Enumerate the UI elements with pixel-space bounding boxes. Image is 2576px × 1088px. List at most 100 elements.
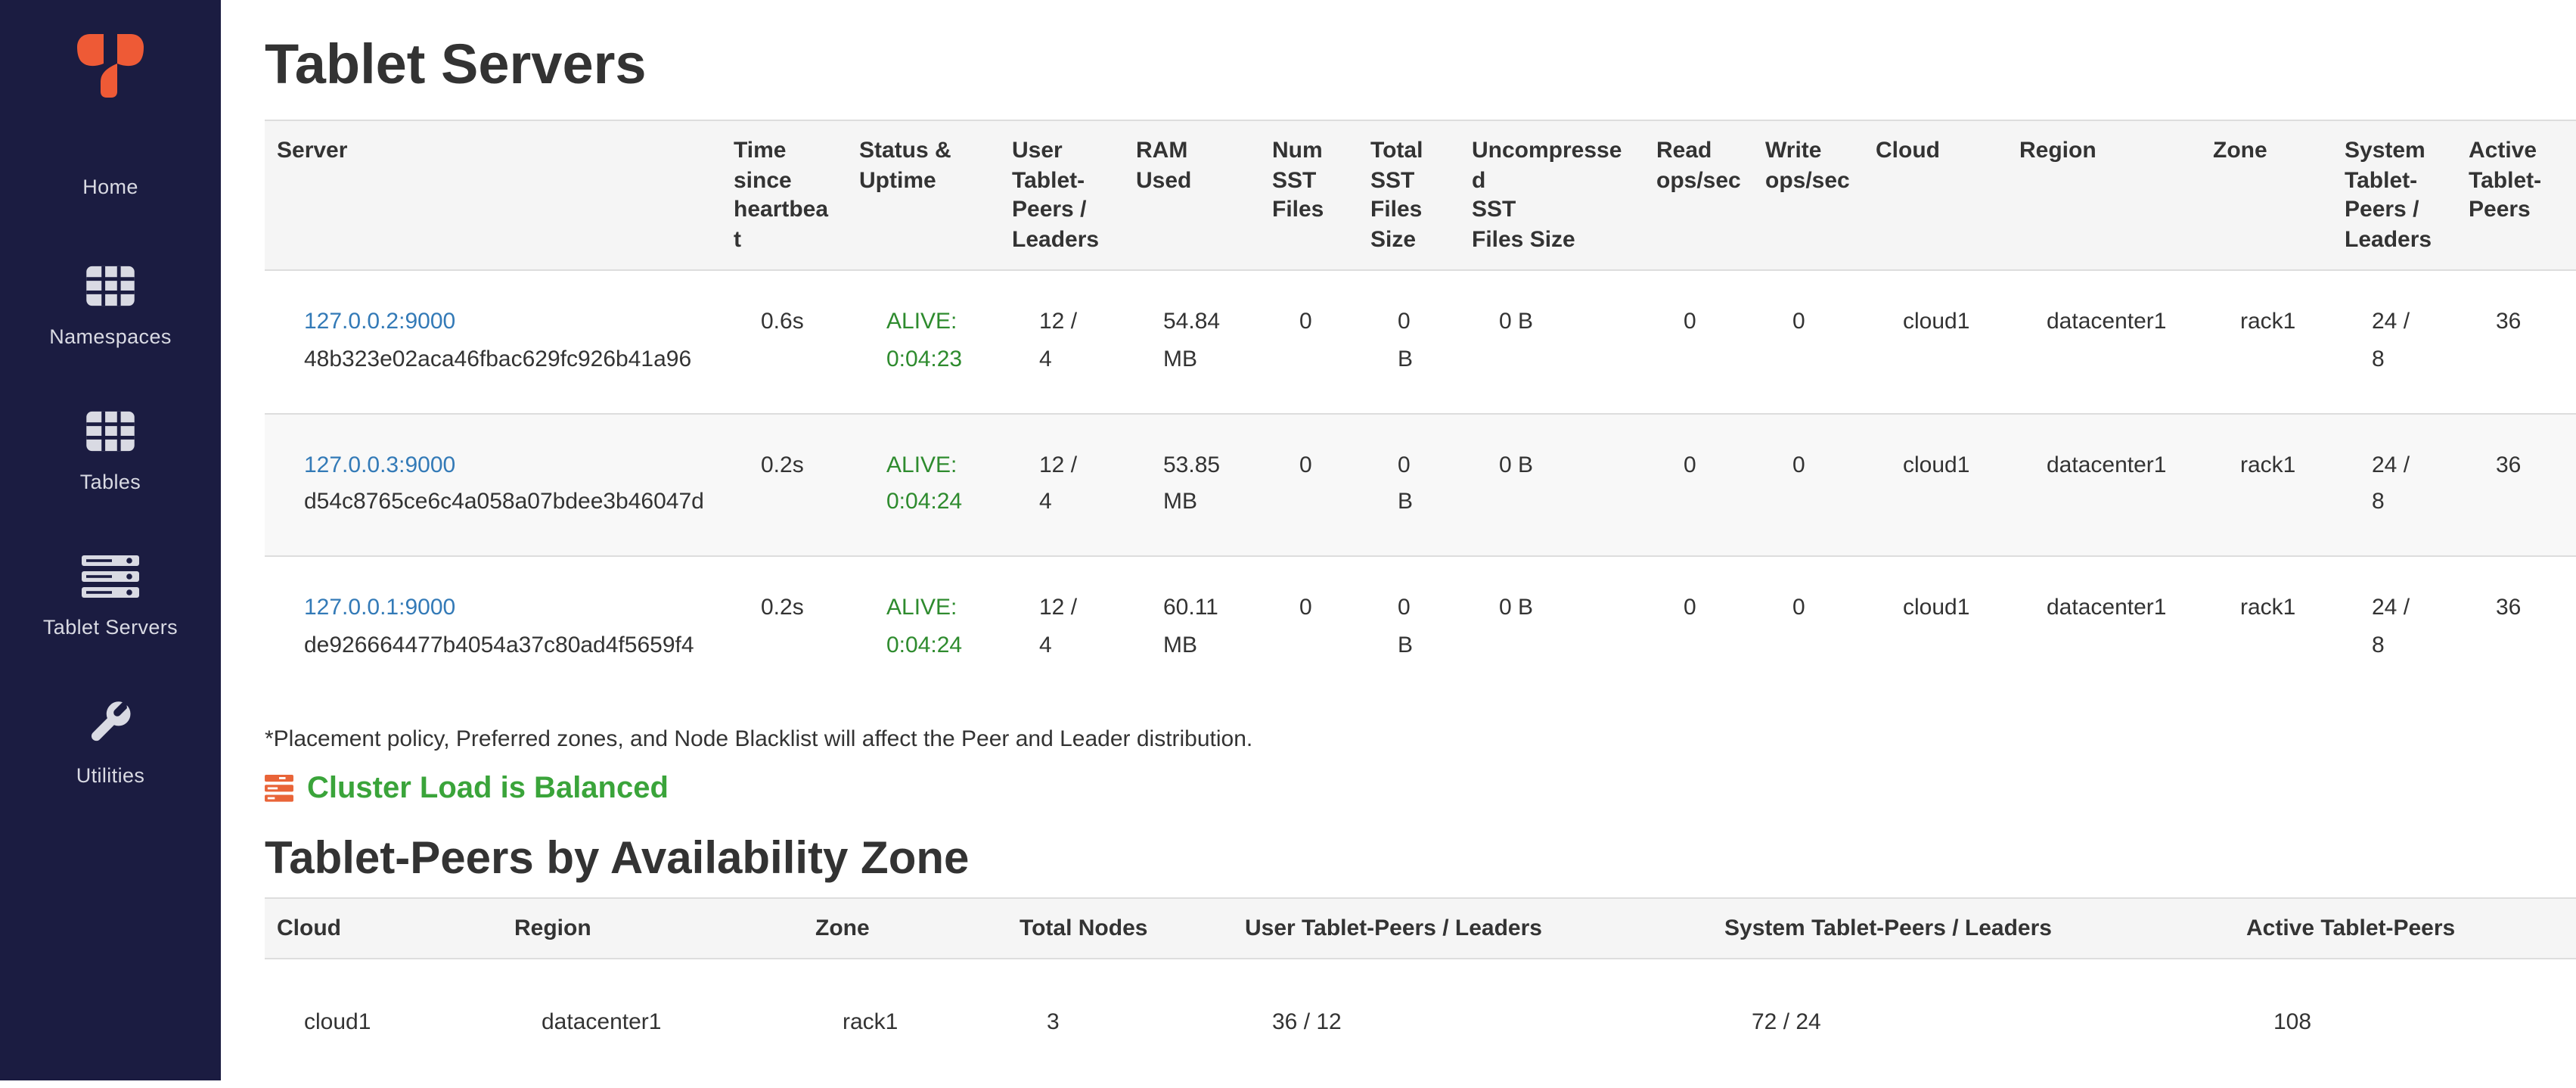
column-header-cloud: Cloud [265, 897, 502, 959]
sidebar-item-label: Home [82, 176, 138, 198]
num-sst-cell: 0 [1299, 309, 1312, 334]
write-ops-cell: 0 [1753, 555, 1864, 698]
user-peers-cell: 12 / 4 [1000, 412, 1124, 556]
sidebar-item-utilities[interactable]: Utilities [0, 701, 221, 787]
read-ops-cell: 0 [1684, 309, 1696, 334]
region-cell: datacenter1 [2007, 412, 2201, 556]
page-title: Tablet Servers [265, 33, 647, 95]
column-header-system-peers: System Tablet- Peers / Leaders [2332, 120, 2457, 271]
table-row: 127.0.0.3:9000 d54c8765ce6c4a058a07bdee3b… [265, 412, 2576, 556]
system-peers-cell: 24 / 8 [2332, 412, 2457, 556]
uncompressed-sst-cell: 0 B [1460, 412, 1644, 556]
sidebar-item-tablet-servers[interactable]: Tablet Servers [0, 555, 221, 639]
status-cell: ALIVE: 0:04:23 [886, 309, 963, 372]
column-header-region: Region [502, 897, 803, 959]
tablet-servers-table: Server Time since heartbeat Status & Upt… [265, 120, 2576, 698]
uncompressed-sst-cell: 0 B [1499, 309, 1534, 334]
num-sst-cell: 0 [1260, 412, 1358, 556]
ram-cell: 60.11 MB [1124, 555, 1260, 698]
ram-cell: 53.85 MB [1124, 412, 1260, 556]
server-cell: 127.0.0.1:9000 de926664477b4054a37c80ad4f… [265, 555, 722, 698]
system-peers-cell: 24 / 8 [2372, 309, 2410, 372]
sidebar-item-home[interactable]: Home [0, 176, 221, 198]
table-row: 127.0.0.1:9000 de926664477b4054a37c80ad4f… [265, 555, 2576, 698]
column-header-status: Status & Uptime [847, 120, 1000, 271]
sidebar-item-label: Namespaces [49, 325, 172, 348]
server-stack-icon [82, 555, 139, 605]
column-header-system-tablet-peers: System Tablet-Peers / Leaders [1712, 897, 2234, 959]
yugabyte-logo[interactable] [75, 33, 146, 106]
status-cell: ALIVE: 0:04:24 [847, 555, 1000, 698]
num-sst-cell: 0 [1260, 555, 1358, 698]
server-cell: 127.0.0.3:9000 d54c8765ce6c4a058a07bdee3b… [265, 412, 722, 556]
zone-cell: rack1 [2201, 412, 2332, 556]
heartbeat-cell: 0.2s [722, 555, 847, 698]
table-grid-icon [85, 410, 136, 460]
read-ops-cell: 0 [1644, 412, 1753, 556]
server-host-link[interactable]: 127.0.0.2:9000 [304, 309, 456, 334]
status-cell: ALIVE: 0:04:24 [847, 412, 1000, 556]
cloud-cell: cloud1 [1903, 309, 1970, 334]
server-uuid: de926664477b4054a37c80ad4f5659f4 [304, 632, 694, 658]
column-header-zone: Zone [2201, 120, 2332, 271]
user-peers-cell: 36 / 12 [1272, 1009, 1342, 1035]
table-row: cloud1 datacenter1 rack1 3 36 / 12 72 / … [265, 959, 2576, 1088]
active-peers-cell: 36 [2496, 309, 2522, 334]
column-header-user-peers: User Tablet- Peers / Leaders [1000, 120, 1124, 271]
column-header-server: Server [265, 120, 722, 271]
sidebar: Home Namespaces [0, 0, 221, 1080]
system-peers-cell: 24 / 8 [2332, 555, 2457, 698]
total-sst-cell: 0 B [1358, 412, 1460, 556]
sidebar-item-tables[interactable]: Tables [0, 410, 221, 493]
column-header-write-ops: Write ops/sec [1753, 120, 1864, 271]
column-header-uncompressed-sst: Uncompressed SST Files Size [1460, 120, 1644, 271]
column-header-region: Region [2007, 120, 2201, 271]
write-ops-cell: 0 [1753, 412, 1864, 556]
wrench-icon [88, 701, 133, 754]
servers-table-header-row: Server Time since heartbeat Status & Upt… [265, 120, 2576, 271]
section-title-tablet-peers-by-az: Tablet-Peers by Availability Zone [265, 833, 970, 883]
total-nodes-cell: 3 [1047, 1009, 1060, 1035]
column-header-zone: Zone [803, 897, 1007, 959]
region-cell: datacenter1 [2047, 309, 2167, 334]
balance-server-stack-icon [265, 775, 293, 802]
sidebar-item-label: Tablet Servers [42, 616, 178, 639]
server-uuid: 48b323e02aca46fbac629fc926b41a96 [304, 346, 692, 372]
active-peers-cell: 36 [2457, 555, 2576, 698]
total-sst-cell: 0 B [1358, 555, 1460, 698]
user-peers-cell: 12 / 4 [1000, 555, 1124, 698]
cloud-cell: cloud1 [1864, 412, 2007, 556]
region-cell: datacenter1 [2007, 555, 2201, 698]
server-host-link[interactable]: 127.0.0.1:9000 [304, 595, 456, 620]
column-header-heartbeat: Time since heartbeat [722, 120, 847, 271]
system-peers-cell: 72 / 24 [1752, 1009, 1821, 1035]
zone-cell: rack1 [2201, 555, 2332, 698]
column-header-cloud: Cloud [1864, 120, 2007, 271]
sidebar-item-namespaces[interactable]: Namespaces [0, 265, 221, 348]
cluster-load-status-text: Cluster Load is Balanced [307, 771, 669, 804]
placement-footnote: *Placement policy, Preferred zones, and … [265, 726, 1253, 751]
tablet-peers-by-zone-table: Cloud Region Zone Total Nodes User Table… [265, 897, 2576, 1088]
server-uuid: d54c8765ce6c4a058a07bdee3b46047d [304, 489, 704, 515]
heartbeat-cell: 0.2s [722, 412, 847, 556]
column-header-num-sst: Num SST Files [1260, 120, 1358, 271]
table-grid-icon [85, 265, 136, 315]
ram-cell: 54.84 MB [1163, 309, 1221, 372]
column-header-active-tablet-peers: Active Tablet-Peers [2234, 897, 2576, 959]
active-peers-cell: 36 [2457, 412, 2576, 556]
column-header-ram: RAM Used [1124, 120, 1260, 271]
cluster-load-status: Cluster Load is Balanced [265, 771, 2576, 806]
column-header-total-sst: Total SST Files Size [1358, 120, 1460, 271]
total-sst-cell: 0 B [1398, 309, 1414, 372]
yugabyte-logo-icon [77, 34, 144, 98]
zone-cell: rack1 [2240, 309, 2296, 334]
zones-table-header-row: Cloud Region Zone Total Nodes User Table… [265, 897, 2576, 959]
server-host-link[interactable]: 127.0.0.3:9000 [304, 452, 456, 477]
main-content: Tablet Servers Server Time since heartbe… [221, 0, 2576, 1080]
sidebar-item-label: Tables [79, 471, 141, 493]
server-cell: 127.0.0.2:9000 48b323e02aca46fbac629fc926… [265, 270, 722, 413]
cloud-cell: cloud1 [1864, 555, 2007, 698]
table-row: 127.0.0.2:9000 48b323e02aca46fbac629fc926… [265, 270, 2576, 413]
write-ops-cell: 0 [1792, 309, 1805, 334]
region-cell: datacenter1 [542, 1009, 662, 1035]
